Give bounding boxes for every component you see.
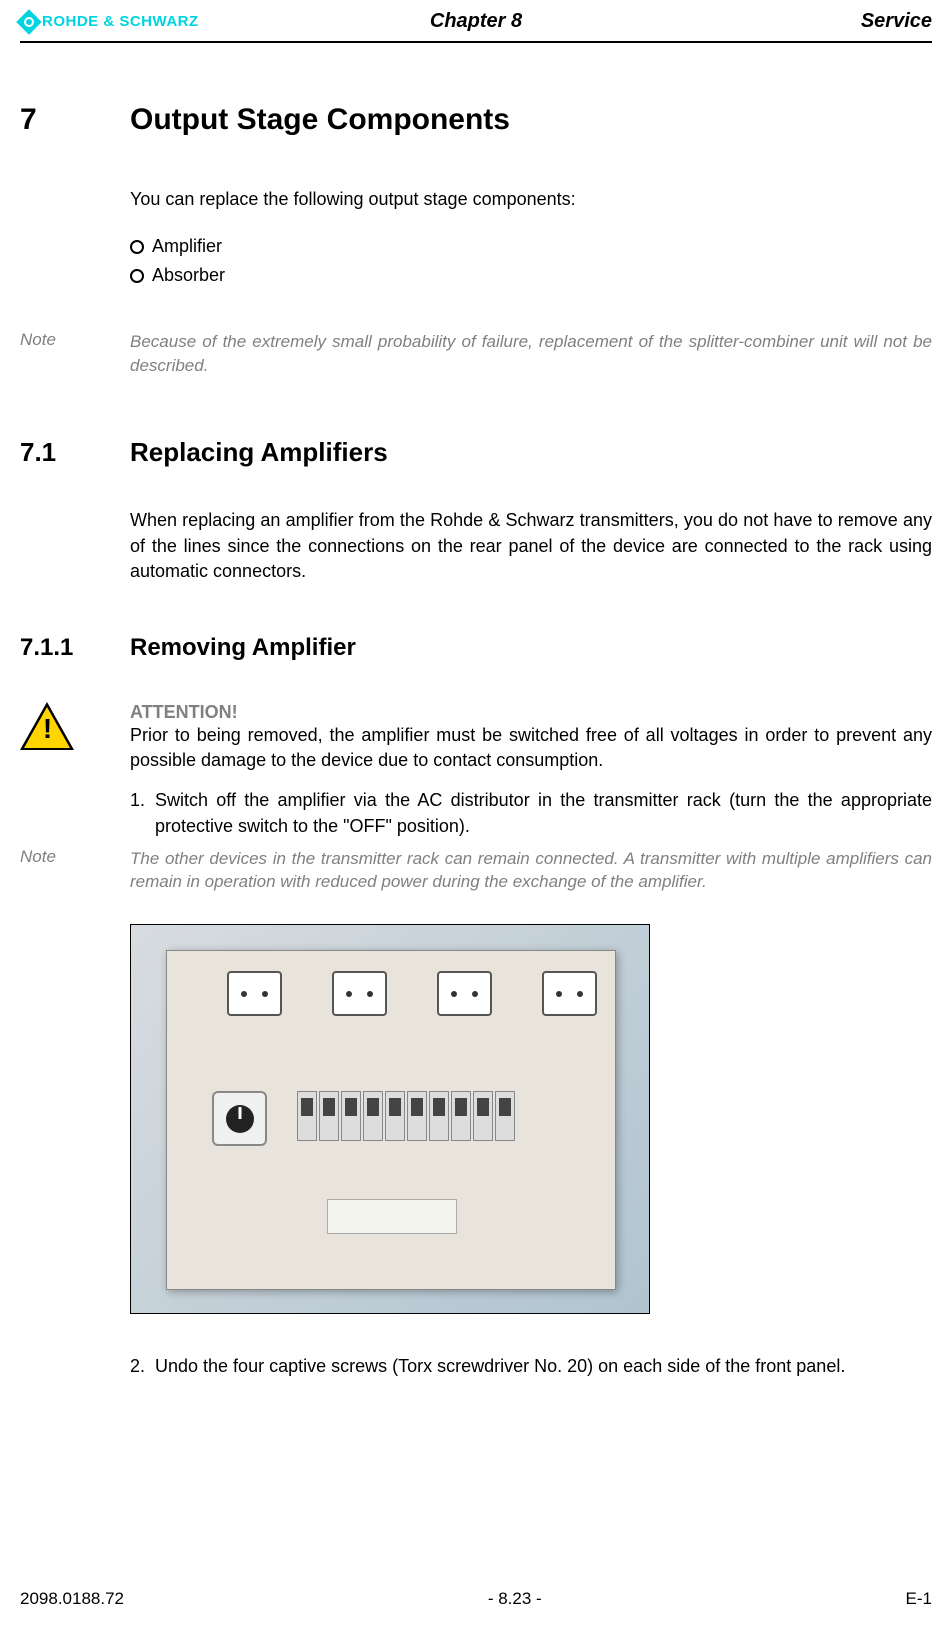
note-label: Note xyxy=(20,847,130,895)
list-item: Amplifier xyxy=(130,232,932,261)
note-1: Note Because of the extremely small prob… xyxy=(20,330,932,378)
section-71-text: When replacing an amplifier from the Roh… xyxy=(130,508,932,584)
circuit-breaker xyxy=(341,1091,361,1141)
page-header: ROHDE & SCHWARZ Chapter 8 Service xyxy=(20,10,932,43)
section-7-title: Output Stage Components xyxy=(130,103,510,137)
circuit-breaker xyxy=(495,1091,515,1141)
step-1: 1. Switch off the amplifier via the AC d… xyxy=(130,788,932,838)
section-71-title: Replacing Amplifiers xyxy=(130,437,388,468)
circuit-breaker xyxy=(451,1091,471,1141)
power-socket xyxy=(437,971,492,1016)
circuit-breaker xyxy=(385,1091,405,1141)
logo-icon xyxy=(16,9,41,34)
circuit-breaker xyxy=(429,1091,449,1141)
ac-distributor-image xyxy=(130,924,650,1314)
section-7-number: 7 xyxy=(20,103,130,137)
section-71-number: 7.1 xyxy=(20,437,130,468)
attention-text: Prior to being removed, the amplifier mu… xyxy=(130,723,932,773)
logo-text: ROHDE & SCHWARZ xyxy=(42,13,199,30)
section-7-intro: You can replace the following output sta… xyxy=(130,187,932,212)
label-plate xyxy=(327,1199,457,1234)
step-2-number: 2. xyxy=(130,1354,155,1379)
rotary-switch xyxy=(212,1091,267,1146)
attention-title: ATTENTION! xyxy=(130,702,932,723)
section-711-title: Removing Amplifier xyxy=(130,634,356,662)
step-2-text: Undo the four captive screws (Torx screw… xyxy=(155,1354,845,1379)
circuit-breaker xyxy=(297,1091,317,1141)
section-711-number: 7.1.1 xyxy=(20,634,130,662)
step-2: 2. Undo the four captive screws (Torx sc… xyxy=(130,1354,932,1379)
component-list: Amplifier Absorber xyxy=(130,232,932,290)
logo: ROHDE & SCHWARZ xyxy=(20,13,199,31)
figure-ac-distributor xyxy=(130,924,932,1314)
note-text: Because of the extremely small probabili… xyxy=(130,330,932,378)
section-7-heading: 7 Output Stage Components xyxy=(20,103,932,137)
circuit-breaker xyxy=(407,1091,427,1141)
header-chapter: Chapter 8 xyxy=(430,10,522,33)
note-2: Note The other devices in the transmitte… xyxy=(20,847,932,895)
header-section: Service xyxy=(861,10,932,33)
circuit-breaker xyxy=(473,1091,493,1141)
power-socket xyxy=(227,971,282,1016)
circuit-breaker xyxy=(319,1091,339,1141)
warning-icon: ! xyxy=(20,702,75,750)
footer-left: 2098.0188.72 xyxy=(20,1589,124,1609)
power-socket xyxy=(542,971,597,1016)
step-1-text: Switch off the amplifier via the AC dist… xyxy=(155,788,932,838)
list-item: Absorber xyxy=(130,261,932,290)
circuit-breaker xyxy=(363,1091,383,1141)
note-label: Note xyxy=(20,330,130,378)
note-text: The other devices in the transmitter rac… xyxy=(130,847,932,895)
attention-block: ! ATTENTION! Prior to being removed, the… xyxy=(20,702,932,773)
page-footer: 2098.0188.72 - 8.23 - E-1 xyxy=(20,1589,932,1609)
section-711-heading: 7.1.1 Removing Amplifier xyxy=(20,634,932,662)
step-1-number: 1. xyxy=(130,788,155,838)
footer-right: E-1 xyxy=(906,1589,932,1609)
footer-center: - 8.23 - xyxy=(488,1589,542,1609)
section-71-heading: 7.1 Replacing Amplifiers xyxy=(20,437,932,468)
power-socket xyxy=(332,971,387,1016)
